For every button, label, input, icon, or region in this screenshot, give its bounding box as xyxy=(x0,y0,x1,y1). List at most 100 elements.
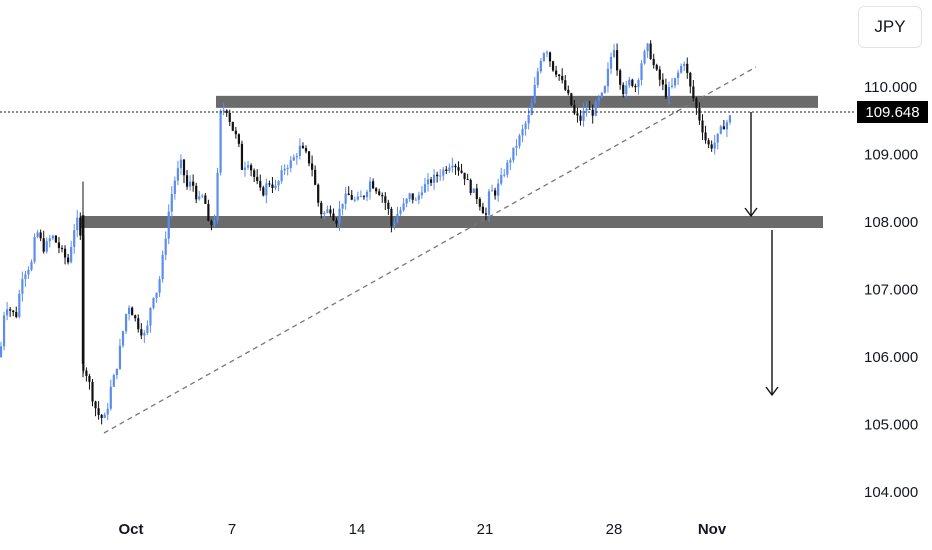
candle xyxy=(378,188,381,196)
arrow-to-support xyxy=(744,112,758,218)
candle xyxy=(301,142,305,149)
y-tick-label: 104.000 xyxy=(864,484,918,501)
candle xyxy=(558,74,561,81)
candle-body xyxy=(725,122,728,130)
candle xyxy=(445,165,448,175)
candle-body xyxy=(713,142,716,149)
candle-body xyxy=(445,169,448,171)
candle xyxy=(503,169,506,178)
candle xyxy=(719,124,722,135)
candle xyxy=(469,178,472,196)
candle xyxy=(329,205,332,218)
candle xyxy=(362,195,366,200)
candle xyxy=(146,320,149,336)
candle xyxy=(530,98,533,116)
candle-body xyxy=(289,160,292,168)
candle-body xyxy=(433,174,436,183)
candle xyxy=(713,135,716,155)
zone-support xyxy=(80,216,823,228)
candle xyxy=(192,174,195,192)
candle-body xyxy=(716,133,719,143)
candle xyxy=(603,85,606,94)
candle xyxy=(381,192,384,203)
candle-body xyxy=(460,170,463,173)
candle-body xyxy=(24,274,27,280)
candle-body xyxy=(637,79,640,88)
candle xyxy=(97,401,100,420)
candle xyxy=(655,63,658,72)
candle xyxy=(454,163,457,175)
candle-body xyxy=(524,123,527,130)
candle xyxy=(2,311,6,351)
candle-body xyxy=(344,193,347,204)
candle xyxy=(204,192,207,205)
candle xyxy=(637,78,640,95)
candle xyxy=(661,73,664,91)
candle xyxy=(359,190,362,198)
candle xyxy=(683,61,686,72)
candle-body xyxy=(326,209,329,213)
candle xyxy=(420,186,423,199)
candle-body xyxy=(124,314,128,332)
candle xyxy=(164,231,167,261)
candle xyxy=(195,182,198,204)
candle xyxy=(536,67,539,89)
candle-body xyxy=(152,297,155,308)
candle xyxy=(539,58,542,74)
candle xyxy=(606,62,610,93)
candle xyxy=(280,165,283,184)
zone-resistance xyxy=(216,95,818,108)
candle xyxy=(259,174,262,191)
candle-body xyxy=(603,86,606,93)
candle xyxy=(250,163,253,177)
candle-body xyxy=(231,121,234,131)
candle xyxy=(246,160,250,170)
candle-body xyxy=(661,79,664,85)
candle-body xyxy=(91,381,94,402)
candle xyxy=(9,306,12,317)
candle-body xyxy=(158,279,161,293)
candle-body xyxy=(698,108,701,121)
candle xyxy=(185,169,189,190)
candle xyxy=(619,68,622,90)
currency-label[interactable]: JPY xyxy=(858,6,922,48)
candle xyxy=(368,177,372,200)
candle xyxy=(70,240,73,264)
candle-body xyxy=(402,203,405,211)
candle xyxy=(45,237,48,254)
candle xyxy=(585,101,588,117)
candle-body xyxy=(414,199,417,201)
candle xyxy=(710,140,713,152)
candle-body xyxy=(728,115,732,123)
candle xyxy=(439,169,442,181)
candle xyxy=(664,78,667,100)
candle-body xyxy=(234,130,237,135)
candle-body xyxy=(634,85,637,88)
y-axis: 110.000 109.000 108.000 107.000 106.000 105.0… xyxy=(864,79,918,501)
candle-body xyxy=(704,132,707,141)
candle xyxy=(542,51,545,63)
candle xyxy=(670,78,674,89)
candle-body xyxy=(21,279,24,294)
candle xyxy=(57,236,61,254)
candle xyxy=(551,60,555,72)
candle-body xyxy=(222,110,225,112)
candle-body xyxy=(530,102,533,116)
candle xyxy=(545,50,549,58)
candle xyxy=(591,104,594,124)
candle-body xyxy=(27,269,30,275)
candle xyxy=(140,323,143,340)
candle-body xyxy=(323,212,326,215)
candle xyxy=(30,259,33,272)
candle-body xyxy=(680,65,683,73)
candle-body xyxy=(143,332,146,336)
candle-body xyxy=(579,115,582,121)
candle-body xyxy=(85,370,88,376)
candle-body xyxy=(548,52,552,62)
candle xyxy=(179,154,183,175)
candle-body xyxy=(45,241,48,252)
candle-body xyxy=(399,210,402,214)
candle xyxy=(137,314,140,333)
candle-body xyxy=(97,408,100,415)
